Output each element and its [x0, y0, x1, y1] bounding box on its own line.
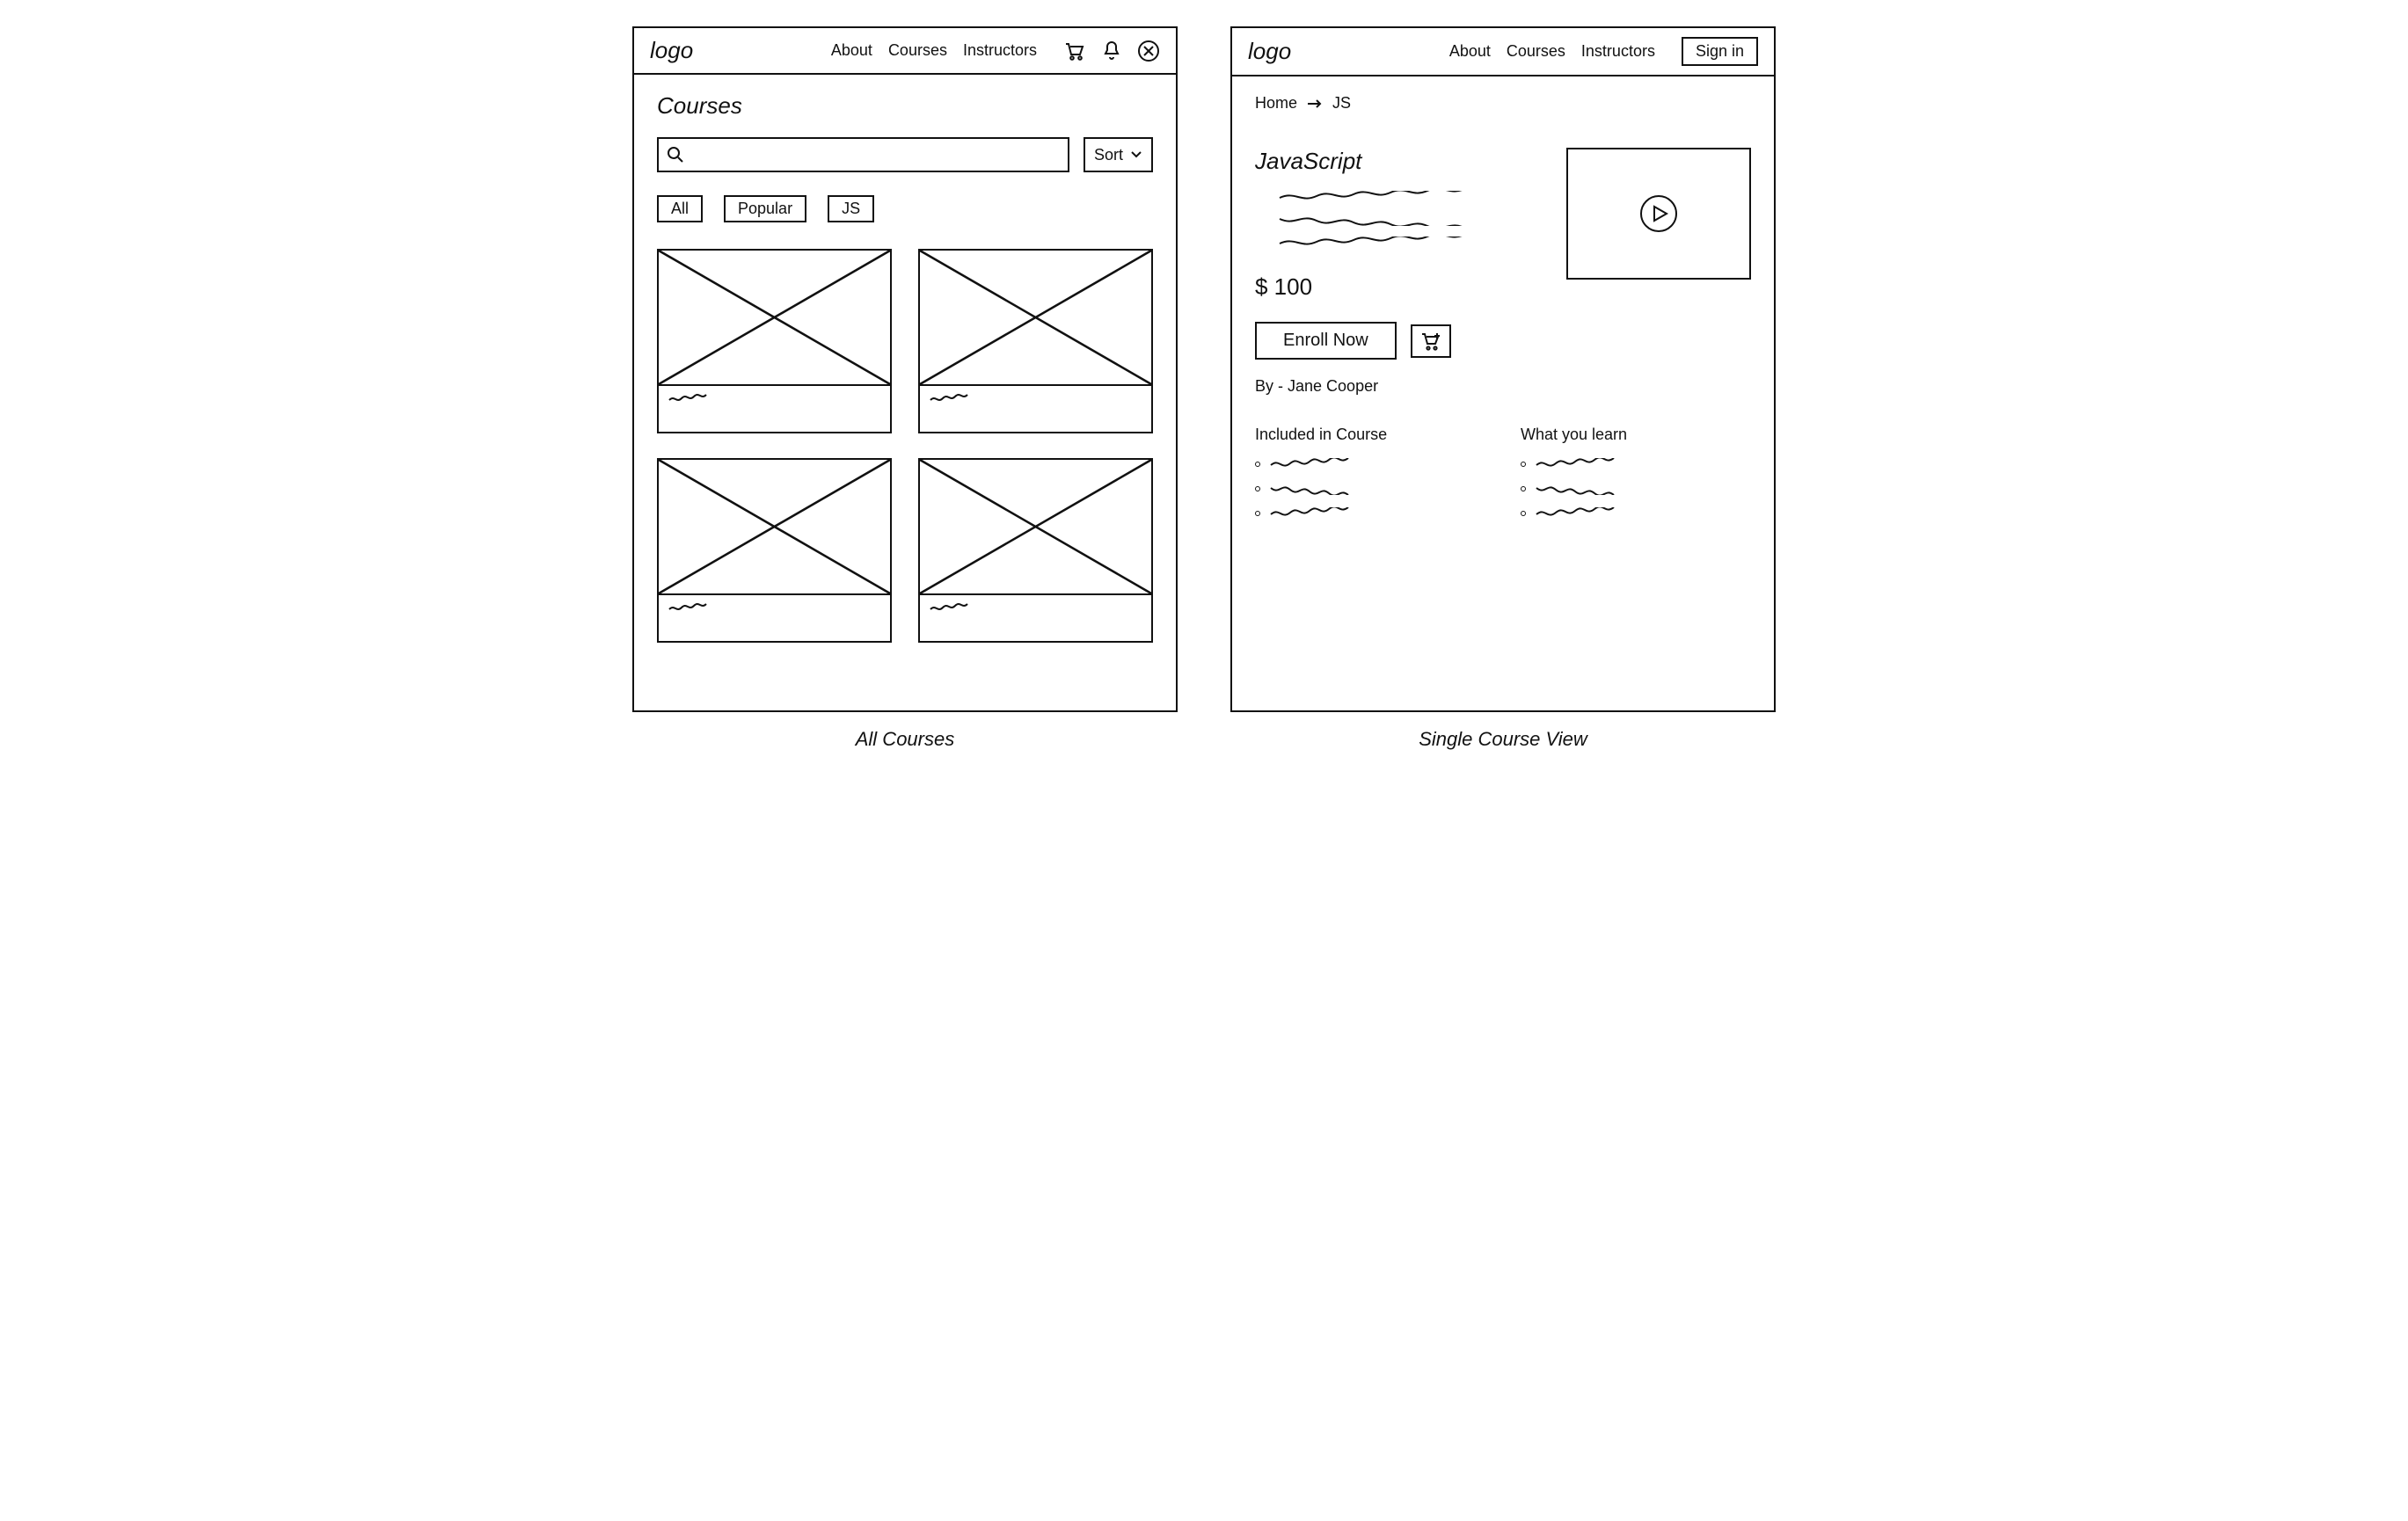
filter-all[interactable]: All	[657, 195, 703, 222]
course-meta	[659, 595, 890, 641]
nav-courses[interactable]: Courses	[1507, 42, 1565, 61]
filter-popular[interactable]: Popular	[724, 195, 806, 222]
list-item	[1255, 458, 1485, 470]
play-icon	[1637, 192, 1681, 236]
page-title: Courses	[657, 92, 1153, 120]
arrow-right-icon	[1306, 98, 1324, 109]
add-to-cart-button[interactable]	[1411, 324, 1451, 358]
close-icon[interactable]	[1137, 40, 1160, 62]
header: logo About Courses Instructors	[634, 28, 1176, 75]
all-courses-frame: logo About Courses Instructors	[632, 26, 1178, 712]
detail-lists: Included in Course What you learn	[1255, 426, 1751, 520]
course-card[interactable]	[657, 458, 892, 643]
list-item	[1255, 483, 1485, 495]
filter-row: All Popular JS	[657, 195, 1153, 222]
course-description	[1255, 191, 1547, 249]
logo[interactable]: logo	[1248, 38, 1291, 65]
nav-courses[interactable]: Courses	[888, 41, 947, 60]
course-card[interactable]	[918, 249, 1153, 433]
course-thumbnail	[920, 460, 1151, 595]
included-list: Included in Course	[1255, 426, 1485, 520]
sort-select[interactable]: Sort	[1084, 137, 1153, 172]
breadcrumb-home[interactable]: Home	[1255, 94, 1297, 113]
course-video-preview[interactable]	[1566, 148, 1751, 280]
course-thumbnail	[659, 460, 890, 595]
cart-icon[interactable]	[1063, 40, 1086, 62]
header-icons	[1063, 40, 1160, 62]
course-thumbnail	[659, 251, 890, 386]
chevron-down-icon	[1130, 150, 1142, 159]
search-row: Sort	[657, 137, 1153, 172]
signin-button[interactable]: Sign in	[1682, 37, 1758, 66]
learn-title: What you learn	[1521, 426, 1751, 444]
frame-caption: All Courses	[856, 728, 954, 751]
header: logo About Courses Instructors Sign in	[1232, 28, 1774, 76]
breadcrumb-current: JS	[1332, 94, 1351, 113]
nav: About Courses Instructors	[1449, 42, 1655, 61]
nav-about[interactable]: About	[831, 41, 872, 60]
single-course-frame: logo About Courses Instructors Sign in H…	[1230, 26, 1776, 712]
search-input[interactable]	[657, 137, 1069, 172]
course-author: By - Jane Cooper	[1255, 377, 1547, 396]
course-hero: JavaScript $ 100 Enroll Now	[1255, 148, 1751, 426]
course-grid	[657, 249, 1153, 643]
body: Home JS JavaScript $ 100 Enroll No	[1232, 76, 1774, 710]
course-thumbnail	[920, 251, 1151, 386]
course-title: JavaScript	[1255, 148, 1547, 175]
list-item	[1521, 483, 1751, 495]
nav-about[interactable]: About	[1449, 42, 1491, 61]
learn-list: What you learn	[1521, 426, 1751, 520]
enroll-button[interactable]: Enroll Now	[1255, 322, 1397, 360]
body: Courses Sort All Popular JS	[634, 75, 1176, 710]
course-card[interactable]	[918, 458, 1153, 643]
list-item	[1521, 458, 1751, 470]
enroll-row: Enroll Now	[1255, 322, 1547, 360]
course-info: JavaScript $ 100 Enroll Now	[1255, 148, 1547, 426]
course-meta	[920, 595, 1151, 641]
course-price: $ 100	[1255, 273, 1547, 301]
included-title: Included in Course	[1255, 426, 1485, 444]
sort-label: Sort	[1094, 146, 1123, 164]
course-card[interactable]	[657, 249, 892, 433]
cart-plus-icon	[1419, 331, 1442, 351]
nav-instructors[interactable]: Instructors	[1581, 42, 1655, 61]
course-meta	[920, 386, 1151, 432]
frame-caption: Single Course View	[1419, 728, 1587, 751]
course-meta	[659, 386, 890, 432]
list-item	[1255, 507, 1485, 520]
list-item	[1521, 507, 1751, 520]
bell-icon[interactable]	[1102, 40, 1121, 62]
nav: About Courses Instructors	[831, 41, 1037, 60]
filter-js[interactable]: JS	[828, 195, 874, 222]
logo[interactable]: logo	[650, 37, 693, 64]
nav-instructors[interactable]: Instructors	[963, 41, 1037, 60]
search-icon	[666, 145, 685, 164]
breadcrumb: Home JS	[1255, 94, 1751, 113]
